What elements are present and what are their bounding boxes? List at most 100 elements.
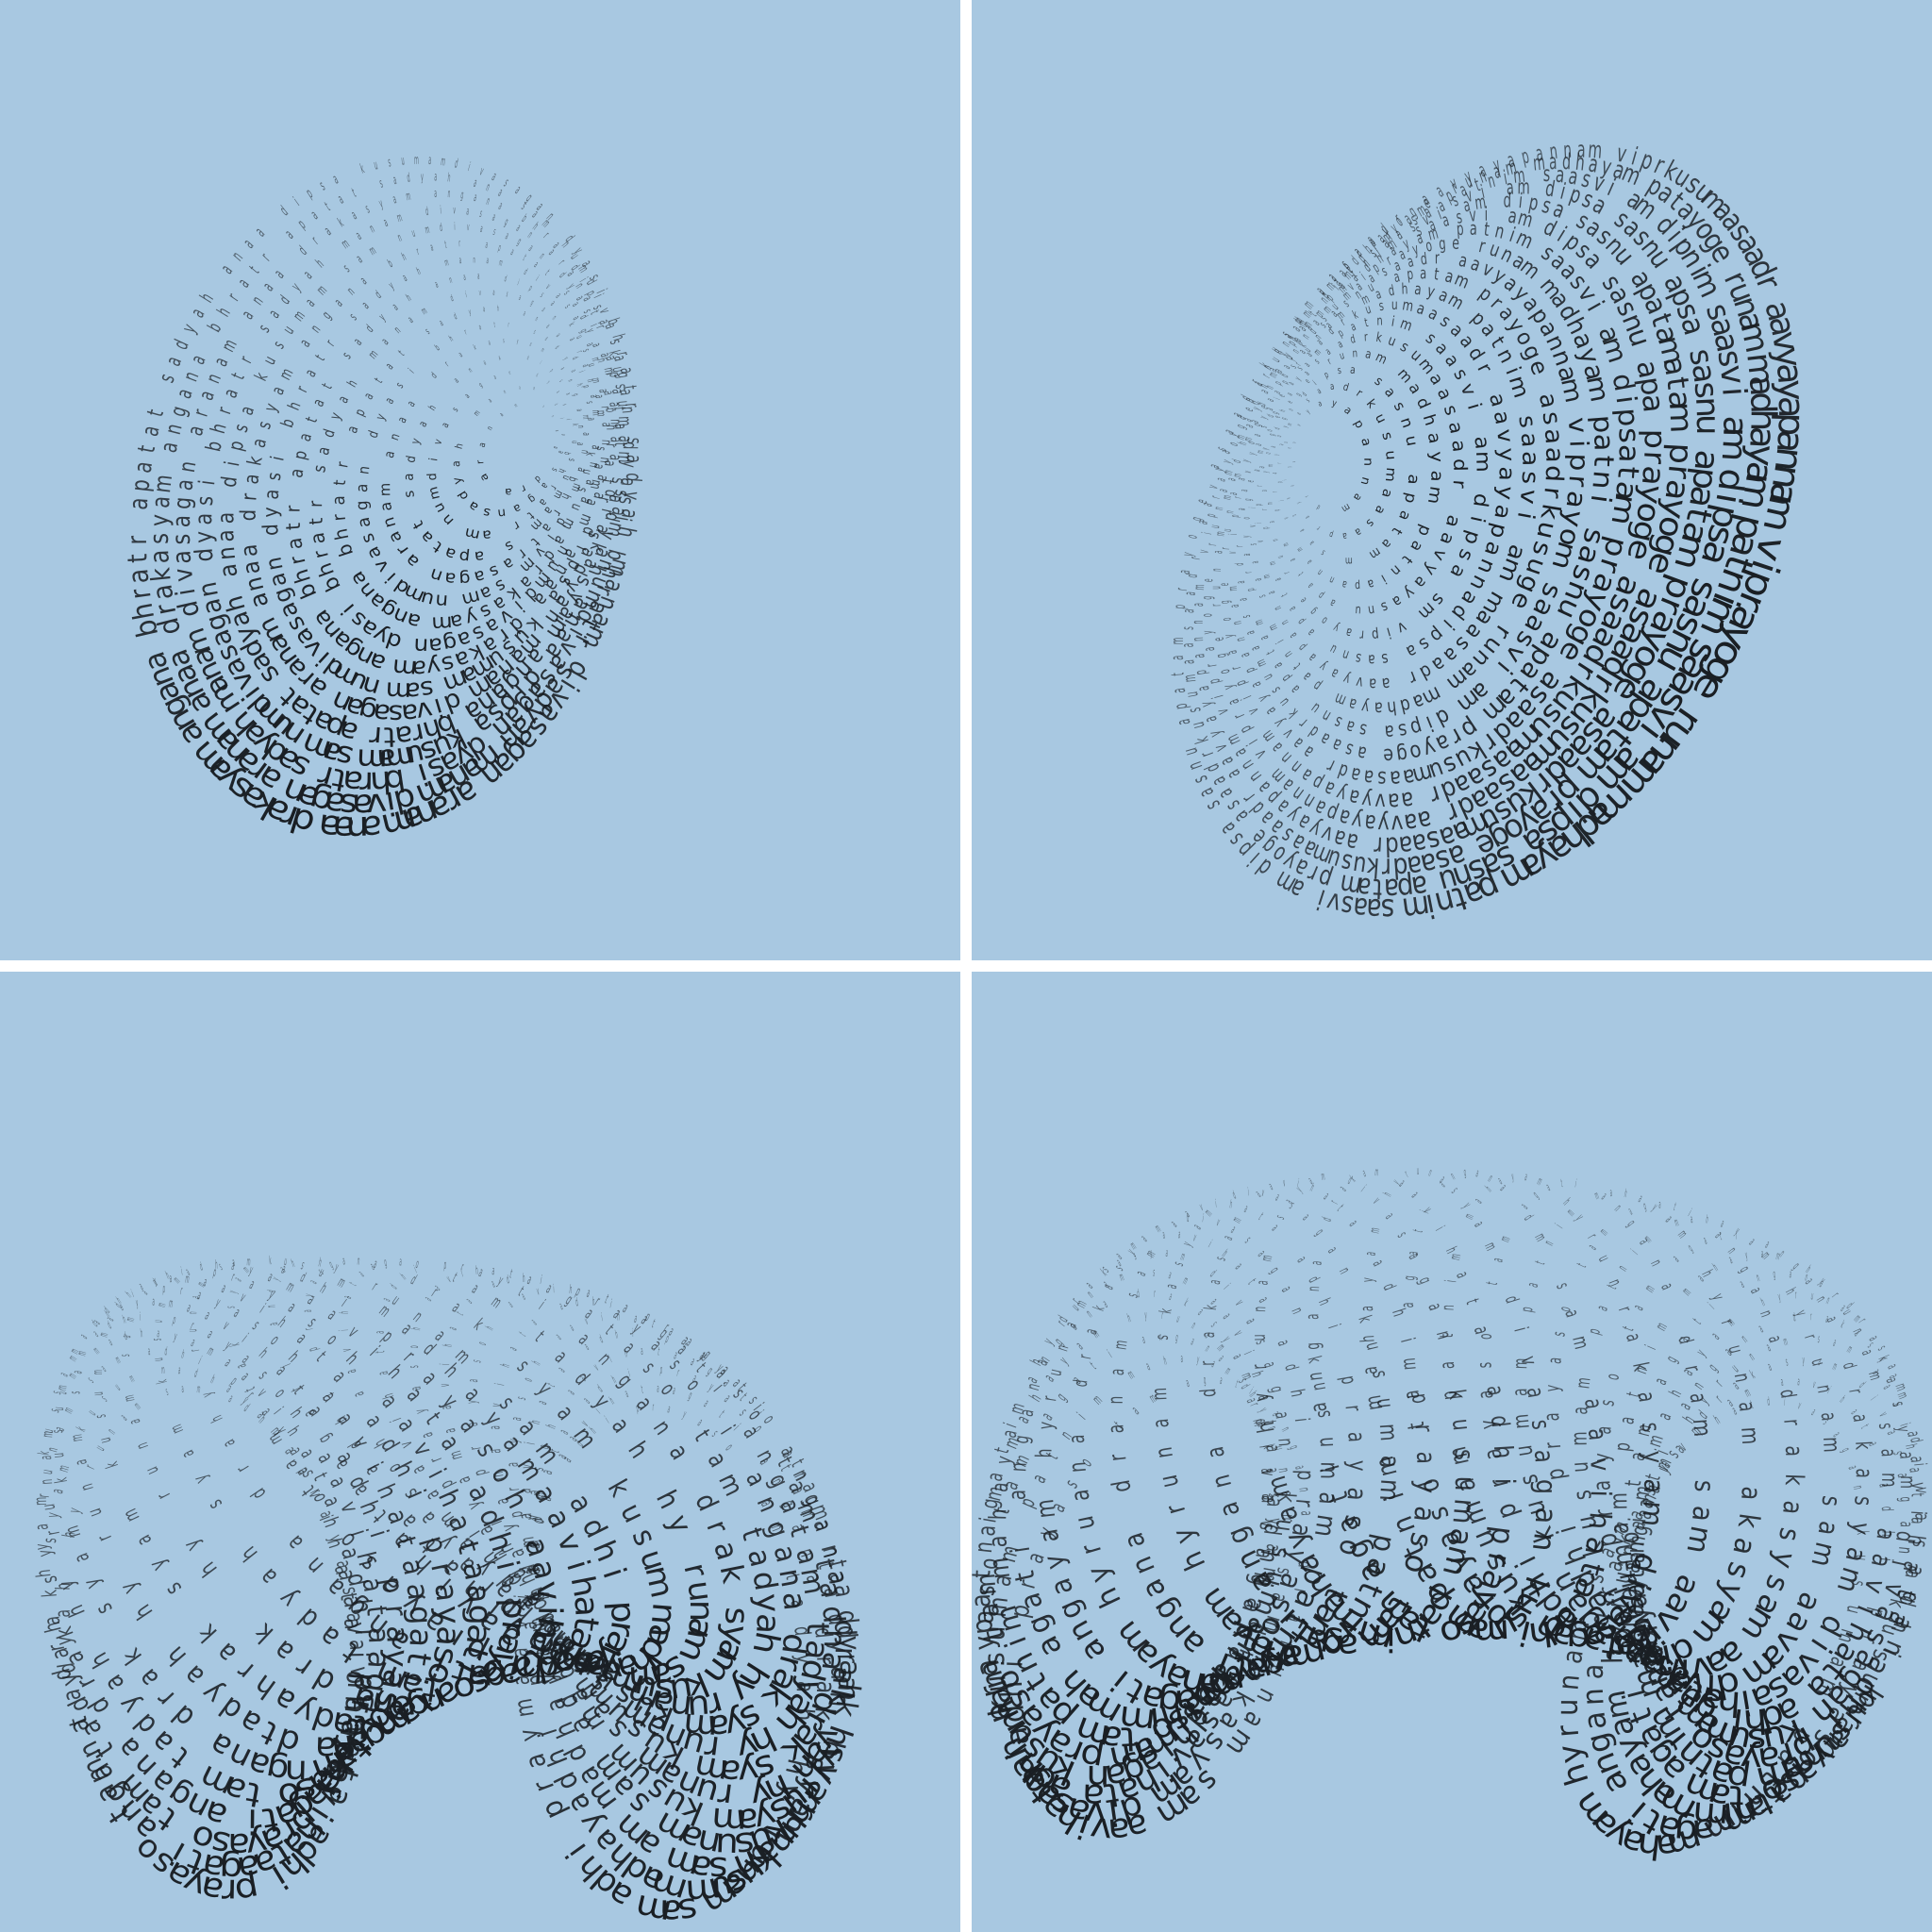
surface-glyph: t xyxy=(522,252,528,262)
surface-glyph: a xyxy=(167,515,196,528)
surface-glyph: n xyxy=(1352,347,1357,360)
surface-glyph: a xyxy=(496,186,505,199)
surface-glyph: h xyxy=(220,592,252,615)
surface-glyph: s xyxy=(593,446,609,452)
surface-glyph: m xyxy=(385,676,412,706)
surface-glyph: p xyxy=(1770,411,1812,437)
surface-glyph: a xyxy=(1687,448,1726,473)
surface-glyph: r xyxy=(124,586,158,601)
surface-glyph: p xyxy=(458,547,471,566)
surface-glyph: s xyxy=(388,699,403,730)
surface-glyph: m xyxy=(1382,467,1400,483)
surface-glyph: d xyxy=(568,262,582,274)
surface-glyph: h xyxy=(1030,1448,1057,1458)
surface-glyph: n xyxy=(1209,568,1224,572)
surface-glyph: o xyxy=(1198,613,1215,617)
surface-glyph: m xyxy=(1374,1423,1403,1441)
surface-glyph: i xyxy=(591,291,607,300)
surface-glyph: y xyxy=(1210,465,1226,474)
surface-glyph: a xyxy=(1402,808,1419,839)
surface-glyph: e xyxy=(1192,497,1210,506)
surface-glyph: a xyxy=(1206,461,1224,471)
surface-glyph: r xyxy=(458,237,461,249)
surface-glyph: a xyxy=(564,391,572,396)
surface-glyph: d xyxy=(1230,458,1244,465)
surface-glyph: v xyxy=(508,1620,532,1628)
surface-glyph: a xyxy=(1356,871,1373,904)
surface-glyph: a xyxy=(1210,550,1225,555)
surface-glyph: r xyxy=(602,443,619,448)
panel-background xyxy=(972,0,1932,960)
surface-glyph: v xyxy=(467,220,470,232)
surface-glyph: t xyxy=(281,523,305,531)
surface-glyph: n xyxy=(1251,1306,1270,1312)
surface-glyph: s xyxy=(563,302,574,310)
surface-glyph: a xyxy=(450,460,463,467)
surface-glyph: a xyxy=(526,242,535,254)
surface-glyph: a xyxy=(1540,1412,1564,1422)
surface-glyph: r xyxy=(1234,545,1246,547)
surface-glyph: d xyxy=(407,172,411,186)
surface-glyph: i xyxy=(632,1328,633,1341)
surface-glyph: n xyxy=(585,377,597,383)
surface-glyph: s xyxy=(584,400,596,404)
surface-glyph: r xyxy=(621,402,643,408)
surface-glyph: s xyxy=(1212,444,1229,454)
surface-glyph: m xyxy=(1400,888,1432,928)
surface-glyph: a xyxy=(1399,1302,1418,1307)
surface-glyph: h xyxy=(593,357,608,364)
surface-glyph: u xyxy=(373,157,379,174)
surface-glyph: a xyxy=(1397,829,1414,862)
surface-glyph: e xyxy=(1241,405,1257,414)
surface-glyph: a xyxy=(541,305,548,314)
surface-glyph: m xyxy=(513,402,518,408)
surface-glyph: p xyxy=(548,369,554,375)
surface-glyph: a xyxy=(1555,161,1566,188)
surface-glyph: a xyxy=(1241,416,1256,424)
surface-glyph: a xyxy=(1200,714,1221,725)
surface-glyph: g xyxy=(458,569,471,589)
surface-glyph: v xyxy=(1390,809,1404,840)
surface-glyph: h xyxy=(447,172,452,186)
surface-glyph: a xyxy=(564,269,576,279)
surface-glyph: m xyxy=(1168,638,1188,645)
surface-glyph: g xyxy=(1234,423,1249,431)
surface-glyph: y xyxy=(258,507,283,518)
surface-glyph: a xyxy=(607,505,631,518)
surface-glyph: a xyxy=(596,388,611,393)
surface-glyph: d xyxy=(553,402,558,407)
surface-glyph: y xyxy=(1275,349,1290,359)
surface-glyph: m xyxy=(472,408,482,418)
surface-glyph: a xyxy=(1374,698,1383,719)
surface-glyph: a xyxy=(1415,804,1435,836)
surface-glyph: h xyxy=(1596,1648,1629,1664)
surface-glyph: d xyxy=(235,509,260,522)
surface-glyph: e xyxy=(1209,636,1227,641)
surface-glyph: i xyxy=(534,274,541,284)
surface-glyph: a xyxy=(1661,389,1698,411)
surface-glyph: k xyxy=(358,160,367,176)
surface-glyph: m xyxy=(443,257,449,268)
surface-glyph: h xyxy=(1877,1530,1896,1536)
surface-glyph: y xyxy=(1224,429,1241,439)
surface-glyph: p xyxy=(1171,604,1190,609)
surface-glyph: d xyxy=(425,207,429,220)
surface-glyph: a xyxy=(391,301,401,313)
surface-glyph: u xyxy=(410,227,417,240)
surface-glyph: a xyxy=(434,187,437,201)
surface-glyph: i xyxy=(440,205,441,217)
surface-glyph: n xyxy=(1189,620,1206,624)
surface-glyph: a xyxy=(1179,608,1198,613)
surface-glyph: t xyxy=(396,348,408,358)
surface-glyph: o xyxy=(1215,668,1234,676)
surface-glyph: a xyxy=(237,542,263,558)
surface-glyph: s xyxy=(394,380,407,391)
surface-glyph: a xyxy=(1411,1451,1441,1464)
surface-glyph: k xyxy=(1366,851,1381,883)
surface-glyph: d xyxy=(1562,148,1572,175)
surface-glyph: a xyxy=(404,608,423,634)
surface-glyph: p xyxy=(1661,441,1699,465)
surface-glyph: y xyxy=(1589,1453,1615,1462)
